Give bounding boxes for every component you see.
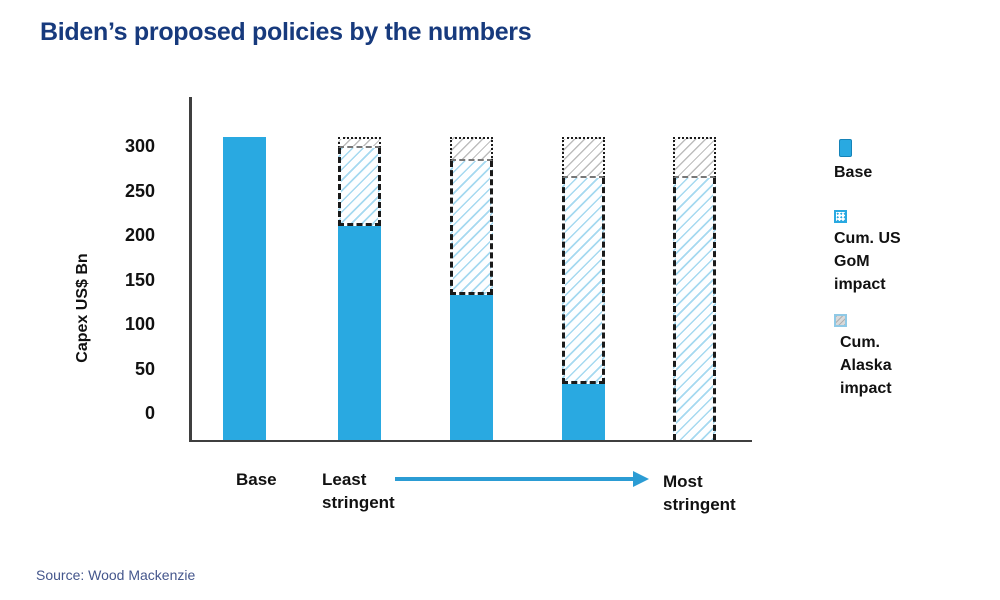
bar-segment-alaska-impact — [338, 137, 381, 149]
y-axis-label: Capex US$ Bn — [74, 253, 91, 363]
bar-segment-gom-impact — [338, 148, 381, 227]
legend-label-base: Base — [834, 164, 873, 181]
x-label-most-stringent: Most stringent — [663, 472, 736, 514]
bar-segment-alaska-impact — [450, 137, 493, 162]
bar-segment-alaska-impact — [562, 137, 605, 179]
y-tick-label: 150 — [124, 269, 155, 290]
bar-segment-base — [562, 383, 605, 440]
bar-segment-gom-impact — [562, 178, 605, 384]
legend-marker-alaska-icon — [834, 314, 847, 327]
bar-segment-gom-impact — [673, 178, 716, 440]
y-tick-label: 100 — [124, 314, 155, 334]
legend-label-alaska: Cum. Alaska impact — [840, 334, 892, 397]
x-label-base: Base — [236, 470, 277, 489]
bar-segment-base — [450, 294, 493, 440]
y-tick-label: 200 — [124, 225, 155, 245]
y-tick-label: 50 — [134, 358, 155, 379]
bar-segment-base — [223, 137, 266, 440]
stringency-arrow-line — [395, 477, 635, 481]
legend-item-base: Base — [834, 139, 872, 184]
legend-item-alaska: Cum. Alaska impact — [834, 314, 892, 400]
chart-title: Biden’s proposed policies by the numbers — [40, 18, 532, 46]
bar-segment-base — [338, 226, 381, 440]
y-axis-line — [189, 97, 192, 442]
legend-item-gom: Cum. US GoM impact — [834, 210, 901, 296]
legend-marker-base-icon — [839, 139, 852, 157]
x-axis-line — [189, 439, 752, 442]
bar-segment-alaska-impact — [673, 137, 716, 179]
legend-marker-gom-icon — [834, 210, 847, 223]
bar-segment-gom-impact — [450, 161, 493, 295]
source-note: Source: Wood Mackenzie — [36, 567, 196, 583]
stringency-arrow-head-icon — [633, 470, 649, 487]
legend-label-gom: Cum. US GoM impact — [834, 230, 901, 293]
y-tick-label: 0 — [144, 403, 155, 423]
x-label-least-stringent: Least stringent — [322, 470, 395, 512]
y-tick-label: 250 — [124, 180, 155, 201]
y-tick-label: 300 — [124, 136, 155, 156]
